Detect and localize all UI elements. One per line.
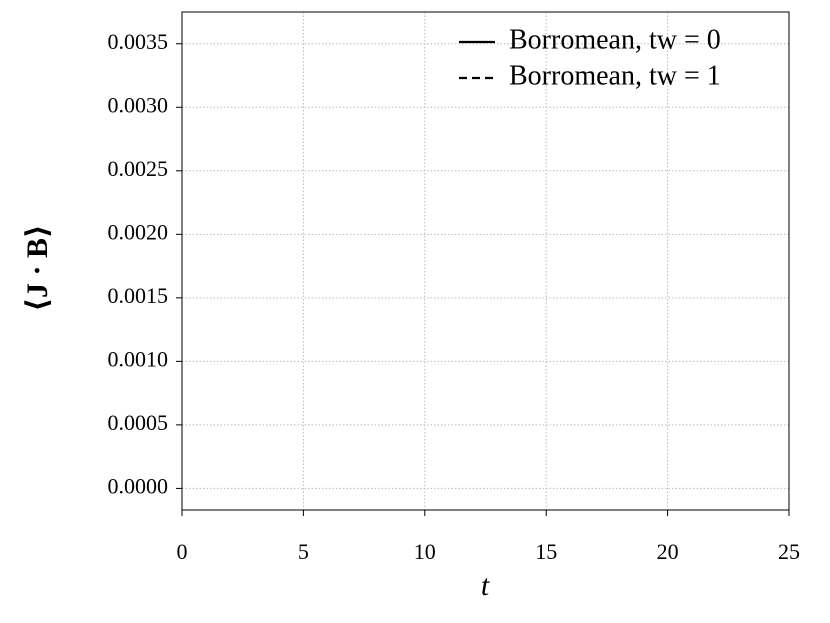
x-axis-label: t xyxy=(481,569,490,602)
x-tick-label: 5 xyxy=(298,539,309,564)
y-tick-label: 0.0010 xyxy=(108,346,169,371)
x-tick-label: 10 xyxy=(414,539,436,564)
y-tick-label: 0.0035 xyxy=(108,29,169,54)
x-tick-label: 20 xyxy=(657,539,679,564)
y-tick-label: 0.0020 xyxy=(108,219,169,244)
y-tick-label: 0.0030 xyxy=(108,92,169,117)
y-tick-label: 0.0015 xyxy=(108,283,169,308)
plot-frame xyxy=(181,11,790,511)
x-tick-label: 0 xyxy=(177,539,188,564)
legend-label: Borromean, tw = 0 xyxy=(509,24,721,55)
y-axis-label: ⟨J · B⟩ xyxy=(21,224,54,311)
x-tick-label: 25 xyxy=(778,539,800,564)
legend-label: Borromean, tw = 1 xyxy=(509,60,721,91)
x-tick-label: 15 xyxy=(535,539,557,564)
y-tick-label: 0.0000 xyxy=(108,473,169,498)
y-tick-label: 0.0005 xyxy=(108,410,169,435)
y-tick-label: 0.0025 xyxy=(108,156,169,181)
